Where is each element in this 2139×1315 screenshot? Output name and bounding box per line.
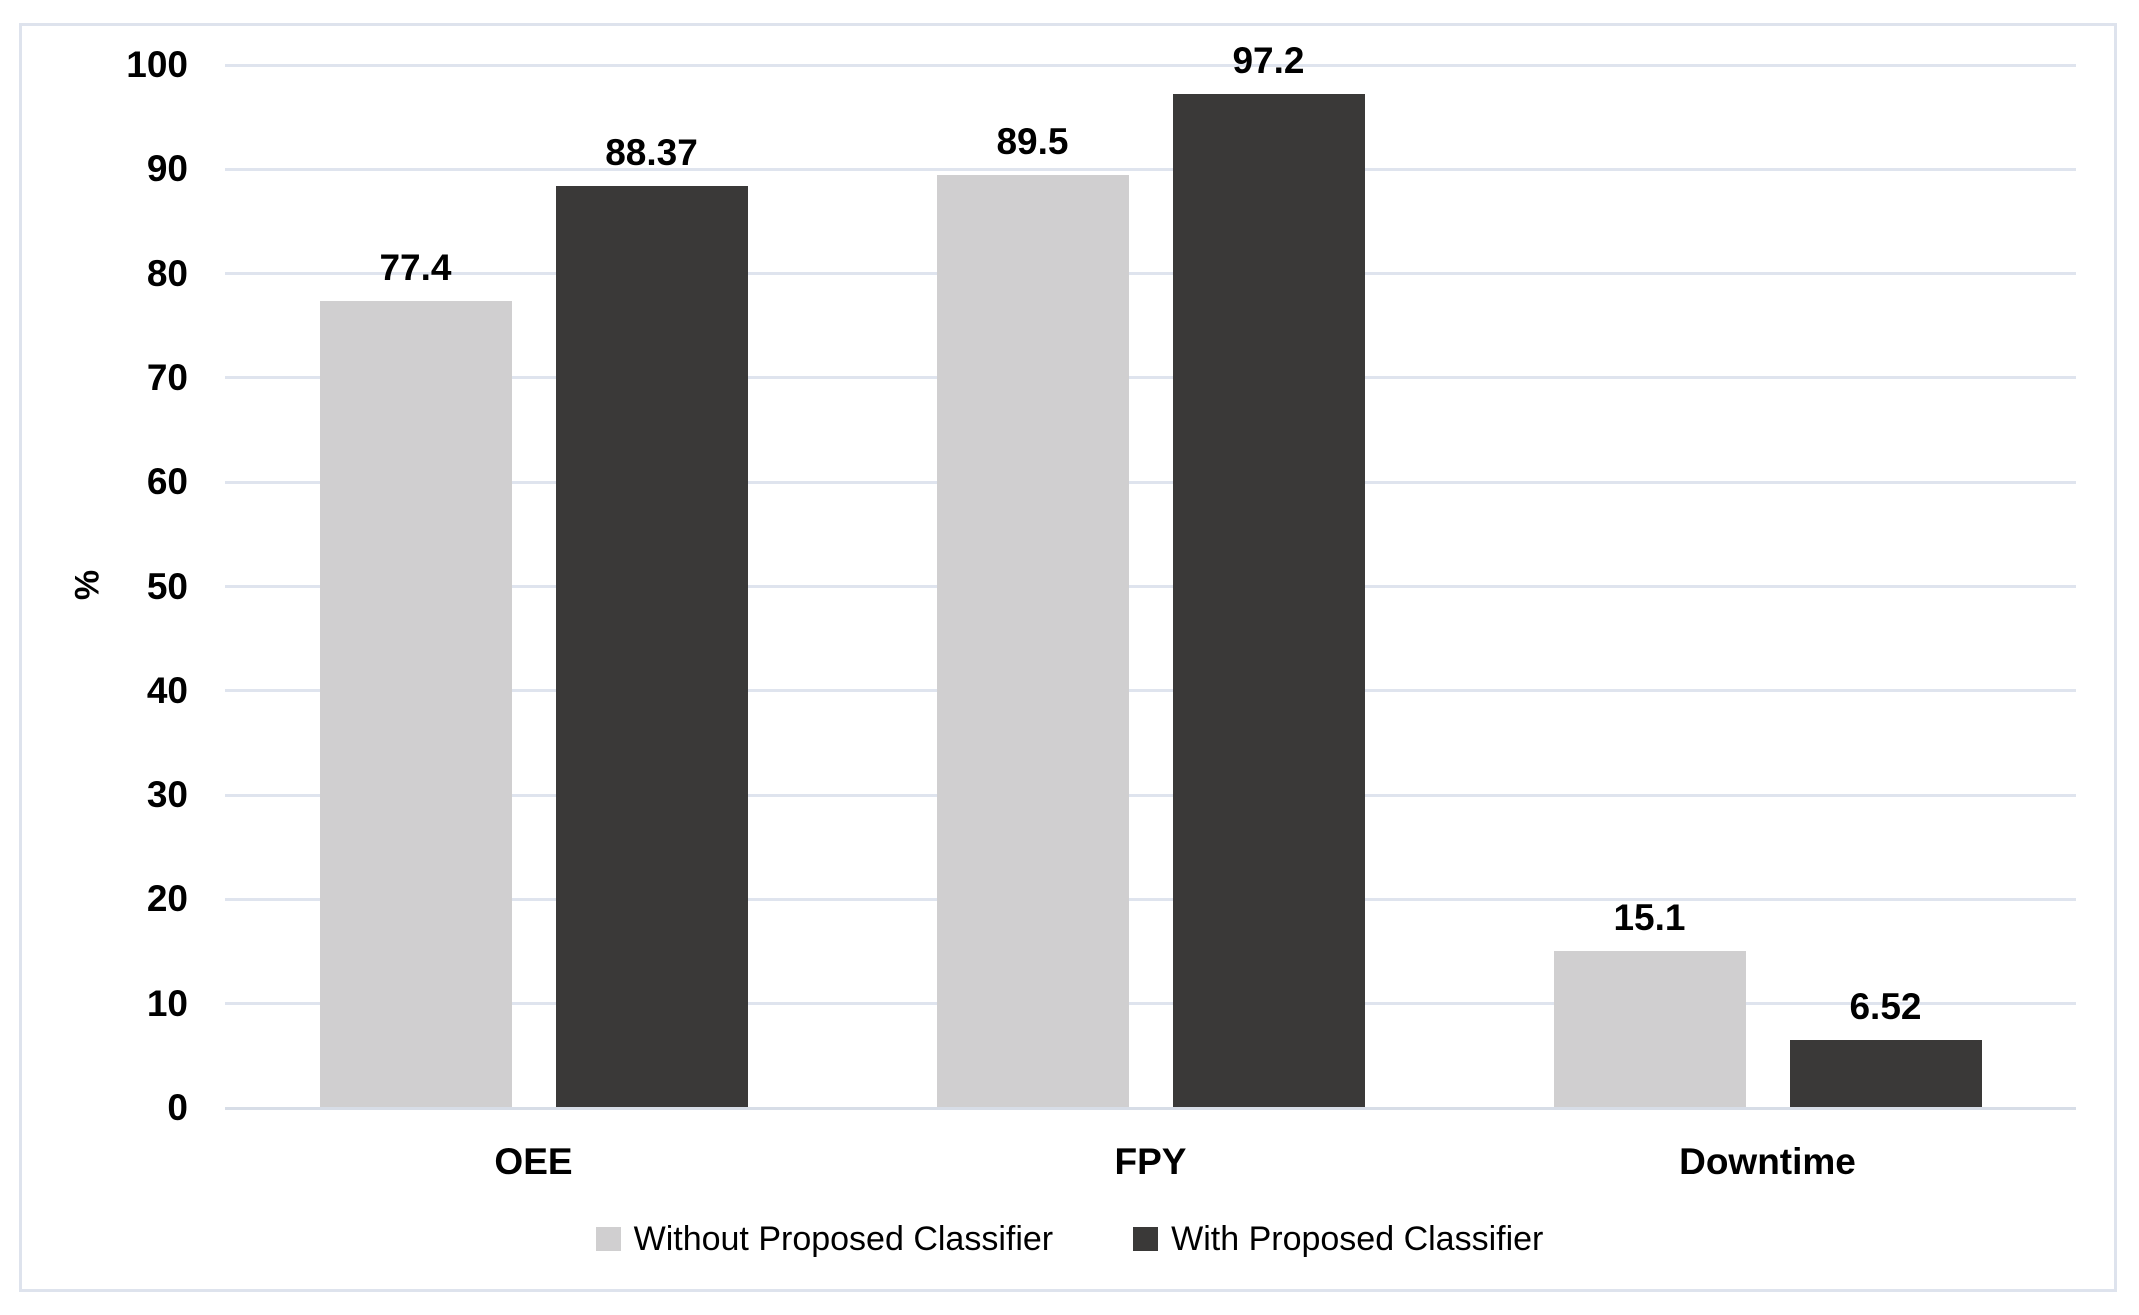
y-axis-title: % [68, 569, 107, 601]
x-category-label-downtime: Downtime [1679, 1141, 1856, 1182]
x-axis-line [225, 1106, 2076, 1110]
y-tick-label: 100 [126, 44, 188, 85]
y-tick-label: 80 [146, 252, 188, 294]
y-tick-label: 40 [146, 669, 188, 711]
legend: Without Proposed Classifier With Proposed… [0, 1218, 2139, 1260]
y-tick-label: 50 [146, 565, 188, 607]
y-tick-label: 90 [146, 148, 188, 190]
bar-value-label: 97.2 [1232, 40, 1305, 82]
gridline [225, 480, 2076, 484]
y-tick-label: 20 [146, 878, 188, 920]
gridline [225, 793, 2076, 797]
y-tick-label: 30 [146, 774, 188, 816]
gridline [225, 897, 2076, 901]
bar-without-proposed-classifier-downtime [1553, 950, 1746, 1108]
bar-value-label: 6.52 [1849, 985, 1922, 1027]
legend-item-without-proposed-classifier: Without Proposed Classifier [595, 1218, 1054, 1260]
bar-with-proposed-classifier-downtime [1789, 1039, 1982, 1108]
bar-with-proposed-classifier-fpy [1172, 94, 1365, 1108]
gridline [225, 376, 2076, 380]
bar-with-proposed-classifier-oee [555, 186, 748, 1108]
legend-swatch-icon [1133, 1227, 1159, 1251]
legend-label: Without Proposed Classifier [633, 1220, 1054, 1258]
y-tick-label: 10 [146, 982, 188, 1024]
x-category-label-fpy: FPY [1114, 1141, 1187, 1182]
bar-value-label: 15.1 [1613, 896, 1686, 938]
legend-item-with-proposed-classifier: With Proposed Classifier [1133, 1218, 1543, 1260]
gridline [225, 63, 2076, 67]
x-category-label-oee: OEE [494, 1141, 573, 1182]
bar-value-label: 89.5 [996, 120, 1069, 162]
bar-value-label: 88.37 [605, 132, 698, 174]
legend-swatch-icon [595, 1227, 621, 1251]
bar-without-proposed-classifier-oee [319, 300, 512, 1108]
gridline [225, 585, 2076, 588]
gridline [225, 167, 2076, 171]
legend-label: With Proposed Classifier [1171, 1220, 1544, 1258]
chart-outer-border [19, 23, 2117, 1292]
gridline [225, 1002, 2076, 1006]
gridline [225, 272, 2076, 276]
y-tick-label: 0 [167, 1087, 188, 1128]
y-tick-label: 70 [146, 356, 188, 398]
bar-without-proposed-classifier-fpy [936, 174, 1129, 1108]
gridline [225, 689, 2076, 693]
bar-value-label: 77.4 [379, 246, 452, 288]
y-tick-label: 60 [146, 461, 188, 503]
